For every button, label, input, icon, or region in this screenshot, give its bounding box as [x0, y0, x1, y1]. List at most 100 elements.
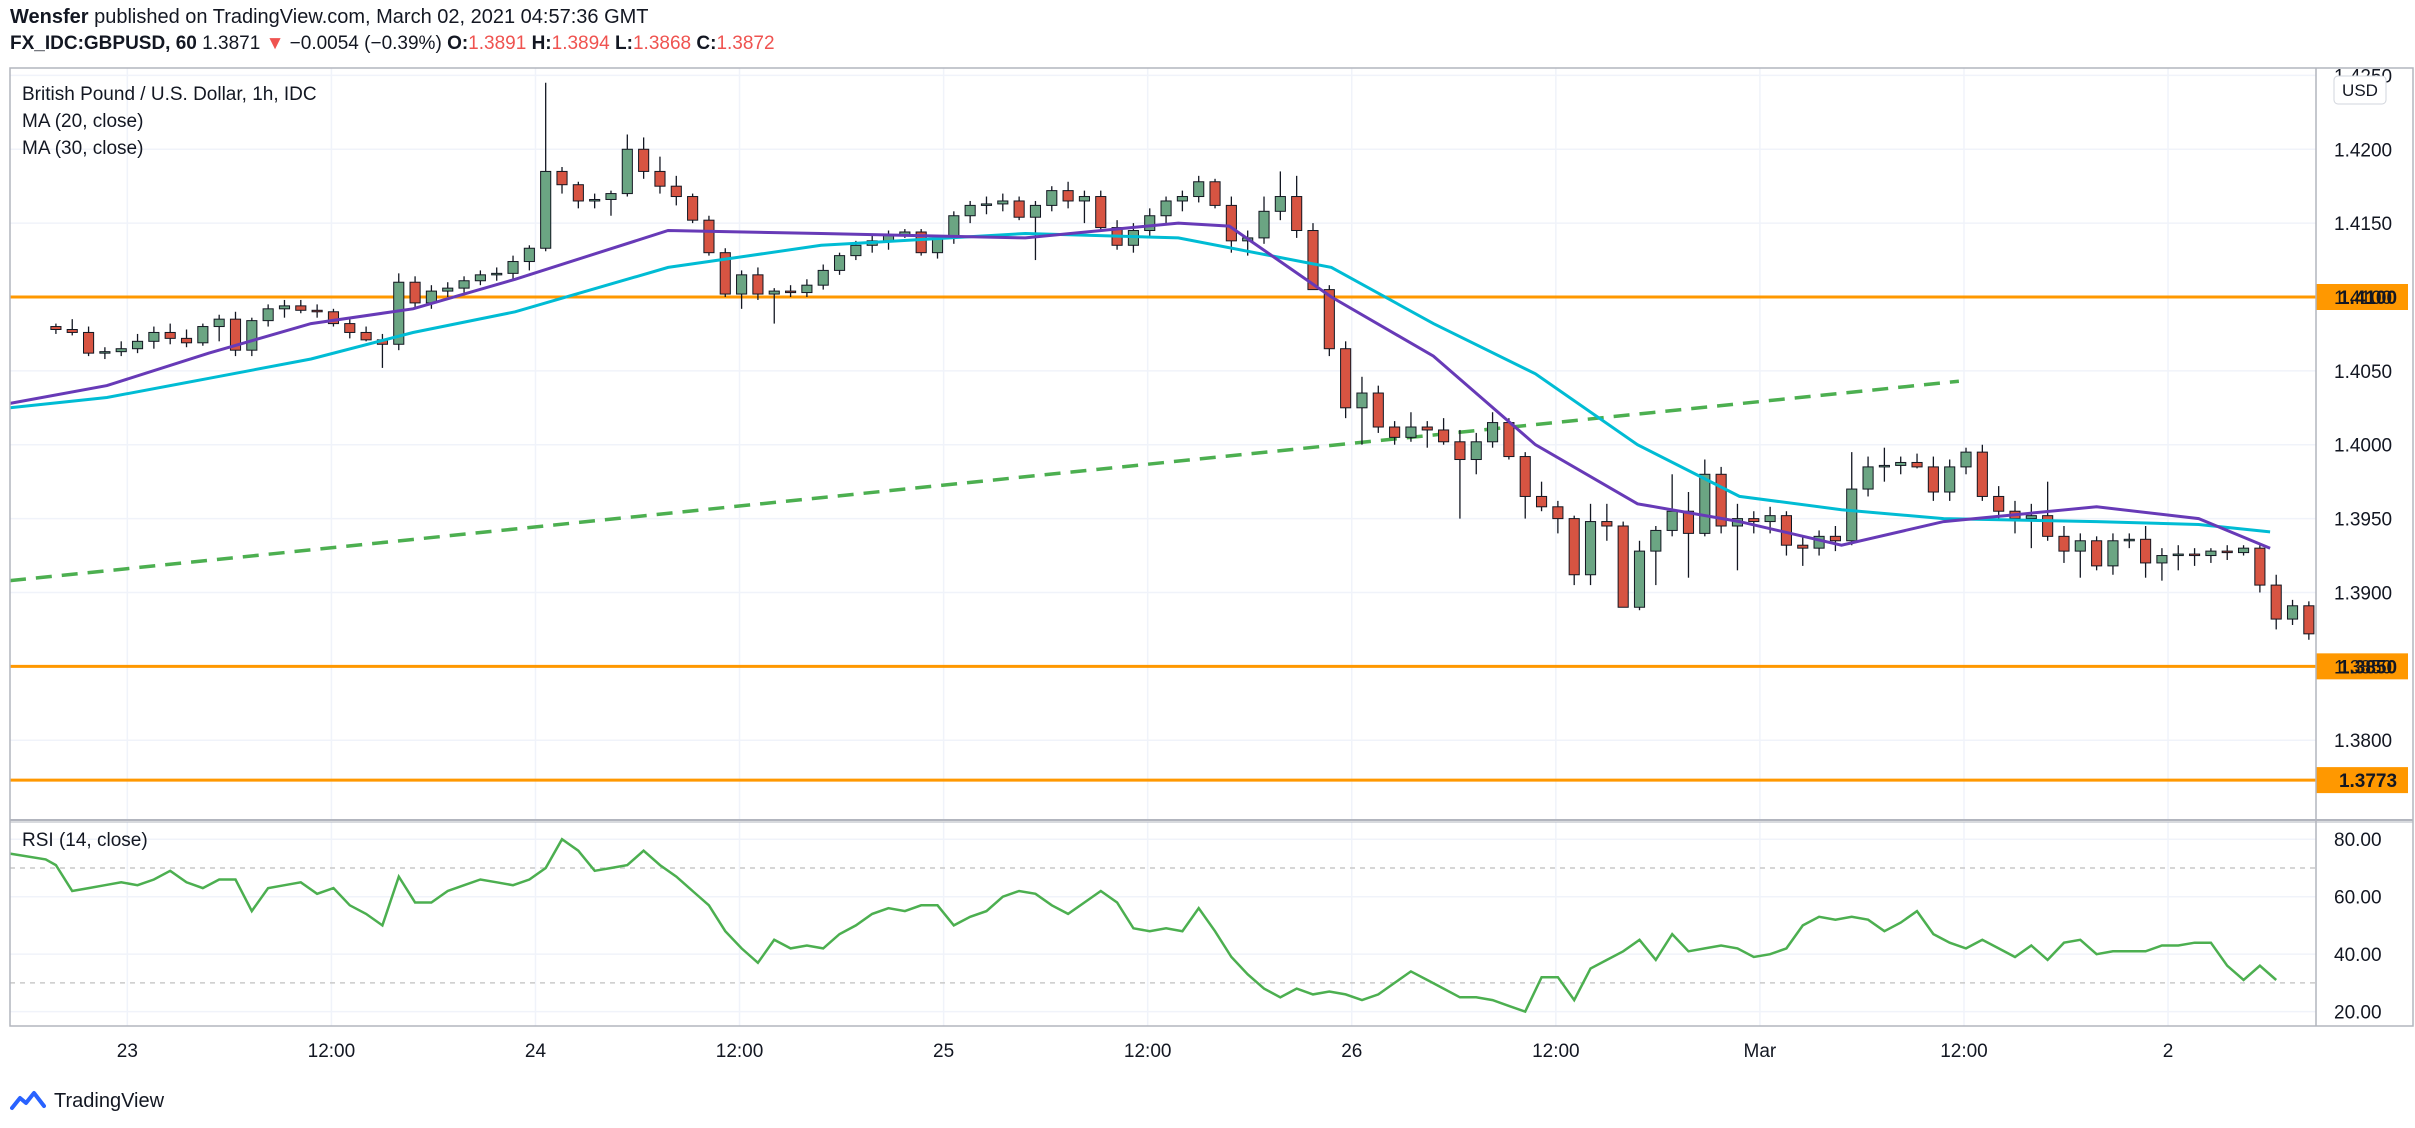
- candle-body: [1372, 392, 1384, 428]
- candle-body: [1307, 230, 1319, 291]
- publish-info: Wensfer published on TradingView.com, Ma…: [10, 6, 649, 29]
- low-label: L:: [615, 33, 633, 54]
- candle-body: [621, 148, 633, 195]
- candle-body: [2270, 584, 2282, 620]
- level-price-tag: [2316, 283, 2408, 310]
- candle-body: [1144, 215, 1156, 232]
- symbol-ohlc-line: FX_IDC:GBPUSD, 60 1.3871 ▼ −0.0054 (−0.3…: [10, 33, 775, 55]
- level-price-label: 1.3850: [2339, 657, 2397, 678]
- candle-body: [572, 184, 584, 202]
- level-price-tag: [2316, 767, 2408, 794]
- y-tick-label: 1.4200: [2334, 140, 2392, 161]
- brand-name: TradingView: [54, 1089, 165, 1112]
- candle-body: [1193, 181, 1205, 198]
- candle-body: [833, 255, 846, 271]
- rsi-axis[interactable]: 80.00 60.00 40.00 20.00: [2334, 830, 2382, 1023]
- rsi-line: [9, 837, 2278, 1014]
- candle-body: [99, 351, 111, 354]
- level-price-label: 1.4100: [2339, 288, 2397, 309]
- candle-body: [850, 244, 862, 257]
- candle-body: [474, 274, 486, 282]
- currency-badge[interactable]: USD: [2333, 75, 2387, 105]
- candle-body: [393, 281, 405, 345]
- candle-body: [1421, 426, 1433, 431]
- x-tick-label: 26: [1341, 1041, 1362, 1062]
- candle-body: [458, 280, 470, 289]
- ma30-line: [9, 231, 2271, 534]
- x-tick-label: 12:00: [308, 1041, 356, 1062]
- x-tick-label: 12:00: [716, 1041, 764, 1062]
- horizontal-levels[interactable]: 1.4100 1.3850 1.3773: [10, 283, 2408, 794]
- trendline[interactable]: [9, 379, 1960, 583]
- instrument-legend: British Pound / U.S. Dollar, 1h, IDC: [22, 84, 317, 105]
- rsi-tick-label: 80.00: [2334, 830, 2382, 851]
- y-tick-label: 1.4050: [2334, 362, 2392, 383]
- candle-body: [1715, 473, 1727, 527]
- y-tick-label: 1.4000: [2334, 436, 2392, 457]
- candle-body: [2107, 540, 2119, 567]
- level-price-tag: [2316, 653, 2408, 680]
- x-tick-label: 12:00: [1532, 1041, 1580, 1062]
- candle-body: [2221, 550, 2233, 554]
- candle-body: [131, 340, 144, 350]
- candle-body: [703, 219, 715, 254]
- candle-body: [1291, 196, 1303, 232]
- ma30-legend[interactable]: MA (30, close): [22, 138, 143, 159]
- candle-body: [1584, 521, 1597, 576]
- candle-body: [1617, 525, 1629, 608]
- candle-body: [1454, 441, 1466, 461]
- rsi-tick-label: 40.00: [2334, 945, 2382, 966]
- candle-body: [278, 305, 291, 310]
- candle-body: [1944, 466, 1956, 493]
- candle-body: [1699, 473, 1711, 534]
- candle-body: [1389, 426, 1401, 438]
- x-tick-label: 25: [933, 1041, 954, 1062]
- candle-body: [1666, 510, 1678, 531]
- price-axis[interactable]: 1.42501.42001.41501.41001.40501.40001.39…: [2334, 66, 2392, 752]
- time-axis[interactable]: 23 12:00 24 12:00 25 12:00 26 12:00 Mar 12:00 2: [117, 1041, 2174, 1062]
- candle-body: [1209, 181, 1221, 206]
- candle-body: [1895, 461, 1907, 466]
- price-change: −0.0054 (−0.39%): [289, 33, 442, 54]
- candle-body: [1862, 466, 1874, 490]
- candle-body: [246, 320, 258, 351]
- candle-body: [2254, 547, 2266, 586]
- candle-body: [164, 331, 176, 339]
- footer-brand[interactable]: TradingView: [10, 1086, 164, 1116]
- x-tick-label: 12:00: [1940, 1041, 1988, 1062]
- trendline-group[interactable]: [9, 379, 1960, 583]
- candle-body: [491, 272, 503, 276]
- symbol-label: FX_IDC:GBPUSD, 60: [10, 33, 197, 54]
- candle-body: [1225, 204, 1237, 242]
- candle-body: [2156, 555, 2168, 564]
- candle-body: [2058, 535, 2070, 552]
- author-name[interactable]: Wensfer: [10, 6, 89, 28]
- candle-body: [1911, 461, 1923, 468]
- down-arrow-icon: ▼: [265, 33, 285, 54]
- candle-body: [344, 323, 356, 333]
- candle-body: [817, 269, 829, 286]
- ma20-legend[interactable]: MA (20, close): [22, 111, 143, 132]
- low-value: 1.3868: [632, 33, 692, 54]
- candle-body: [115, 348, 127, 353]
- x-tick-label: 23: [117, 1041, 138, 1062]
- candle-body: [2303, 605, 2315, 635]
- moving-averages: [9, 221, 2271, 550]
- candle-body: [1878, 464, 1890, 468]
- candle-body: [442, 287, 454, 292]
- candle-body: [295, 305, 307, 311]
- candle-body: [1748, 518, 1760, 523]
- candle-body: [66, 329, 78, 333]
- ma20-line: [9, 221, 2271, 550]
- y-tick-label: 1.3850: [2334, 657, 2392, 678]
- candle-body: [1095, 196, 1107, 229]
- candle-body: [2237, 547, 2250, 554]
- candlestick-series: [50, 82, 2315, 640]
- candle-body: [1601, 521, 1613, 527]
- candle-body: [1438, 429, 1450, 443]
- candle-body: [670, 185, 682, 198]
- rsi-legend[interactable]: RSI (14, close): [22, 830, 148, 851]
- candle-body: [360, 331, 372, 341]
- high-label: H:: [531, 33, 552, 54]
